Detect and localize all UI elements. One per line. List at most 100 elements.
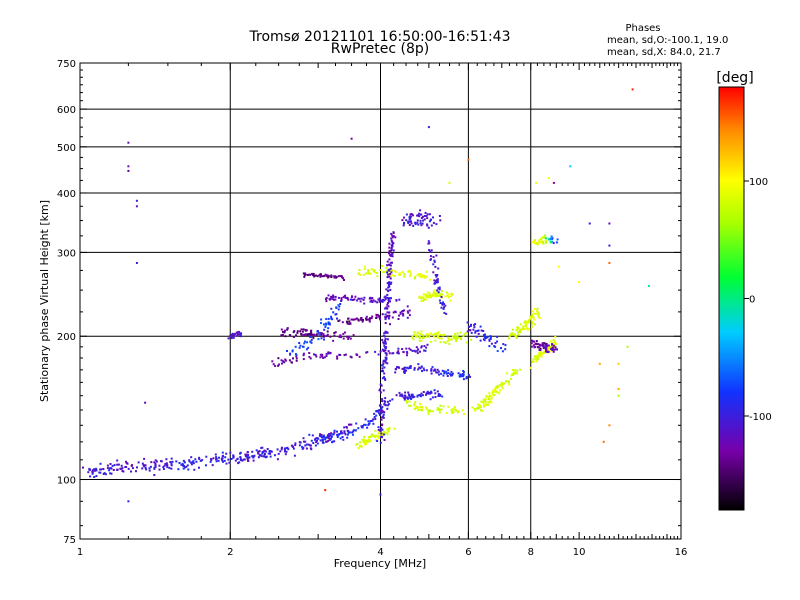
data-point: [377, 410, 380, 413]
data-point: [262, 451, 265, 454]
data-point: [484, 333, 486, 336]
data-point: [519, 331, 522, 334]
data-point: [542, 343, 545, 346]
data-point: [462, 335, 465, 337]
data-point: [407, 222, 410, 224]
data-point: [302, 354, 305, 357]
data-point: [113, 464, 116, 467]
data-point: [312, 336, 315, 339]
data-point: [542, 241, 544, 243]
data-point: [401, 219, 404, 222]
data-point: [544, 237, 547, 240]
data-point: [388, 311, 391, 314]
data-point: [391, 261, 393, 264]
data-point: [121, 470, 124, 472]
data-point: [109, 472, 112, 475]
data-point: [413, 368, 416, 371]
data-point: [378, 412, 381, 415]
data-point: [292, 336, 295, 338]
data-point: [399, 311, 402, 314]
data-point: [315, 355, 318, 358]
data-point: [391, 245, 394, 248]
data-point: [382, 413, 385, 416]
data-point: [434, 369, 437, 372]
data-point: [175, 460, 178, 463]
data-point: [170, 464, 173, 467]
data-point: [386, 302, 389, 304]
data-point: [190, 456, 193, 459]
data-point: [357, 297, 360, 300]
data-point: [334, 298, 337, 301]
data-point: [306, 274, 309, 276]
data-point: [293, 454, 296, 457]
data-point: [530, 342, 533, 345]
data-point: [535, 181, 538, 184]
data-point: [427, 333, 430, 336]
data-point: [386, 400, 389, 403]
data-point: [474, 323, 477, 326]
data-point: [434, 294, 436, 297]
data-point: [408, 220, 411, 223]
data-point: [120, 468, 123, 470]
data-point: [469, 375, 472, 378]
data-point: [387, 290, 390, 293]
data-point: [384, 341, 387, 343]
data-point: [403, 216, 405, 219]
data-point: [395, 299, 398, 301]
data-point: [326, 274, 329, 277]
data-point: [515, 336, 518, 339]
data-point: [358, 297, 361, 300]
data-point: [405, 213, 408, 216]
data-point: [541, 352, 544, 355]
data-point: [312, 274, 315, 277]
data-point: [280, 446, 283, 449]
data-point: [433, 259, 436, 262]
data-point: [547, 344, 550, 347]
data-point: [436, 279, 439, 281]
data-point: [382, 271, 385, 274]
data-point: [488, 339, 491, 342]
data-point: [381, 369, 384, 372]
data-point: [545, 349, 548, 352]
data-point: [333, 334, 336, 337]
data-point: [496, 350, 499, 352]
data-point: [302, 328, 305, 331]
data-point: [508, 337, 510, 340]
data-point: [119, 467, 122, 470]
data-point: [310, 439, 313, 442]
data-point: [472, 328, 475, 331]
data-point: [326, 333, 329, 336]
data-point: [448, 181, 451, 184]
data-point: [457, 372, 460, 375]
data-point: [310, 329, 313, 332]
data-point: [533, 340, 536, 343]
data-point: [426, 294, 429, 297]
data-point: [108, 469, 111, 472]
data-point: [360, 297, 363, 300]
data-point: [144, 464, 147, 467]
data-point: [384, 307, 387, 310]
data-point: [400, 393, 403, 396]
data-point: [397, 350, 400, 353]
data-point: [450, 338, 453, 341]
data-point: [507, 381, 510, 384]
y-tick-label: 100: [57, 476, 76, 487]
data-point: [438, 295, 440, 297]
data-point: [223, 459, 226, 462]
data-point: [231, 335, 234, 338]
data-point: [333, 332, 336, 334]
data-point: [384, 297, 387, 300]
data-point: [425, 369, 428, 372]
data-point: [227, 337, 230, 340]
data-point: [340, 298, 343, 301]
data-point: [493, 389, 496, 392]
data-point: [309, 273, 312, 276]
data-point: [438, 408, 441, 411]
data-point: [428, 296, 430, 299]
data-point: [542, 345, 545, 347]
data-point: [511, 369, 514, 371]
data-point: [99, 468, 102, 471]
data-point: [324, 489, 327, 492]
data-point: [530, 339, 533, 342]
data-point: [397, 318, 400, 320]
